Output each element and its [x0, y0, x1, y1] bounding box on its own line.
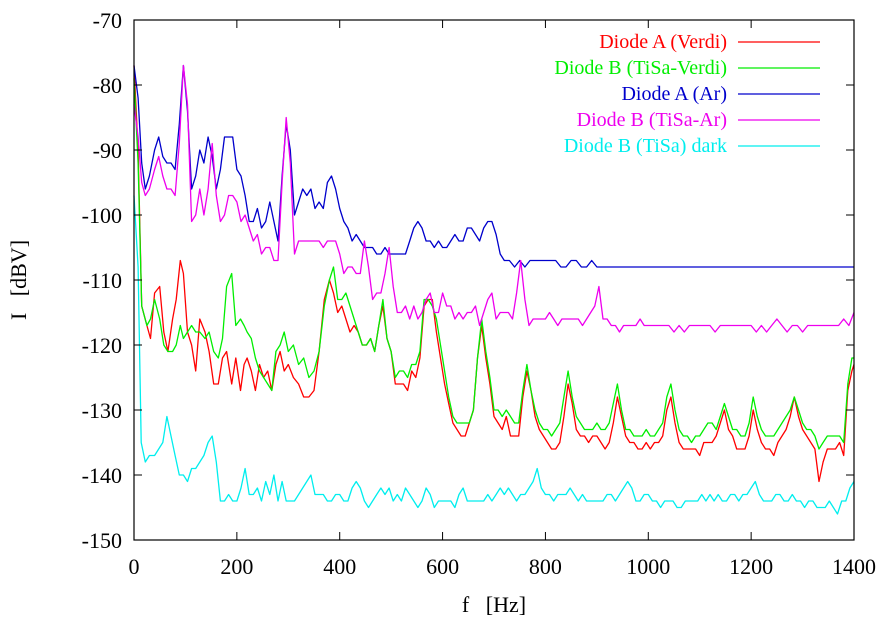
series-line-5 — [133, 195, 855, 515]
axis-ticks — [133, 19, 855, 541]
x-tick-label: 200 — [220, 554, 253, 579]
legend: Diode A (Verdi) Diode B (TiSa-Verdi) Diode… — [554, 31, 820, 157]
x-tick-label: 1000 — [626, 554, 670, 579]
legend-label-3: Diode A (Ar) — [621, 83, 727, 105]
x-tick-label: 400 — [323, 554, 356, 579]
plot-frame — [133, 19, 855, 541]
series-line-3 — [133, 64, 854, 268]
series-line-4 — [133, 64, 855, 333]
x-tick-label: 1200 — [729, 554, 773, 579]
y-tick-label: -130 — [82, 398, 122, 423]
y-tick-label: -150 — [82, 528, 122, 553]
x-tick-label: 1400 — [832, 554, 876, 579]
x-tick-label: 600 — [426, 554, 459, 579]
legend-label-5: Diode B (TiSa) dark — [564, 135, 727, 157]
plot-lines — [133, 64, 855, 515]
legend-label-1: Diode A (Verdi) — [599, 31, 727, 53]
y-tick-label: -120 — [82, 333, 122, 358]
x-tick-label: 0 — [129, 554, 140, 579]
y-tick-label: -80 — [93, 73, 122, 98]
y-tick-label: -140 — [82, 463, 122, 488]
y-tick-label: -110 — [82, 268, 122, 293]
y-tick-label: -90 — [93, 138, 122, 163]
x-axis-label: f [Hz] — [462, 592, 526, 617]
legend-label-2: Diode B (TiSa-Verdi) — [554, 57, 727, 79]
series-line-2 — [133, 78, 854, 450]
series-line-1 — [133, 65, 855, 483]
y-tick-label: -100 — [82, 203, 122, 228]
y-tick-label: -70 — [93, 8, 122, 33]
legend-label-4: Diode B (TiSa-Ar) — [577, 109, 727, 131]
x-tick-label: 800 — [529, 554, 562, 579]
y-axis-label: I [dBV] — [6, 240, 31, 320]
axis-tick-labels: 0 200 400 600 800 1000 1200 1400 -70 -80 -90 -100 -1… — [82, 8, 876, 579]
